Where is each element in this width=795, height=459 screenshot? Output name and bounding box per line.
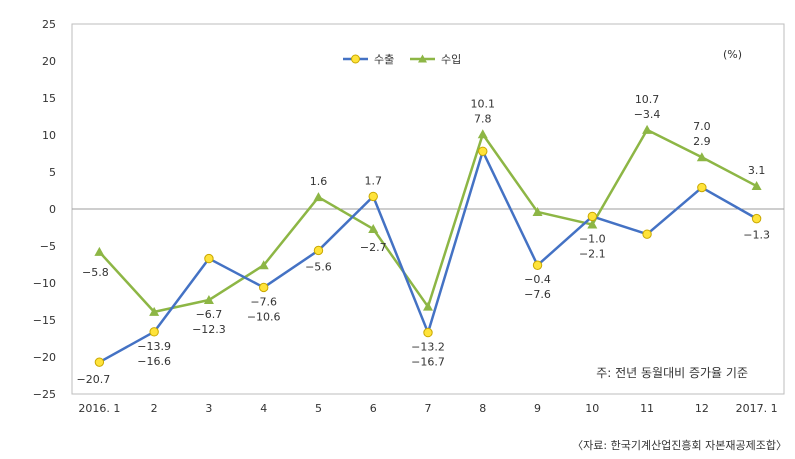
y-tick-label: 25 — [42, 18, 56, 31]
source-note: 〈자료: 한국기계산업진흥회 자본재공제조합〉 — [572, 439, 787, 452]
export-data-label: −16.7 — [411, 356, 445, 369]
export-data-label: −7.6 — [524, 288, 551, 301]
import-data-label: 1.6 — [310, 175, 328, 188]
y-tick-label: 15 — [42, 92, 56, 105]
import-data-label: −2.1 — [579, 248, 606, 261]
import-point — [587, 219, 598, 229]
export-point — [697, 182, 707, 193]
import-point — [532, 206, 543, 216]
export-point — [751, 213, 762, 224]
x-tick-label: 6 — [370, 402, 377, 415]
import-data-label: 10.1 — [471, 97, 496, 110]
legend-export-marker — [351, 54, 360, 64]
export-data-label: −20.7 — [77, 373, 111, 386]
import-point — [696, 152, 707, 162]
import-point — [368, 223, 379, 233]
export-point — [642, 229, 652, 239]
y-axis: 25 20 15 10 5 0 −5 −10 −15 −20 −25 — [33, 18, 56, 401]
export-point — [313, 245, 324, 256]
import-point — [423, 301, 433, 311]
import-data-label: −12.3 — [192, 323, 226, 336]
x-tick-label: 2 — [151, 402, 158, 415]
y-tick-label: 10 — [42, 129, 56, 142]
data-labels: −5.8 −20.7 −13.9 −16.6 −6.7 −12.3 −7.6 −10.6 1.6… — [77, 93, 770, 386]
export-data-label: −1.3 — [743, 229, 770, 242]
export-data-label: −5.6 — [305, 260, 332, 273]
x-tick-label: 7 — [425, 402, 432, 415]
y-tick-label: 20 — [42, 55, 56, 68]
import-data-label: −2.7 — [360, 241, 387, 254]
x-tick-label: 10 — [585, 402, 599, 415]
y-tick-label: −25 — [33, 388, 56, 401]
export-data-label: −16.6 — [137, 355, 171, 368]
y-tick-label: −10 — [33, 277, 56, 290]
x-tick-label: 4 — [260, 402, 267, 415]
export-point — [368, 191, 378, 202]
export-data-label: −6.7 — [196, 308, 223, 321]
import-point — [149, 306, 160, 316]
export-data-label: 1.7 — [364, 174, 382, 187]
y-tick-label: 0 — [49, 203, 56, 216]
export-point — [423, 327, 433, 338]
x-tick-label: 3 — [205, 402, 212, 415]
x-tick-label: 12 — [695, 402, 709, 415]
legend-import-marker — [418, 54, 427, 63]
x-tick-label: 2016. 1 — [78, 402, 120, 415]
export-data-label: −10.6 — [247, 310, 281, 323]
y-tick-label: −5 — [40, 240, 56, 253]
import-point — [477, 129, 488, 139]
import-data-label: −13.2 — [411, 341, 445, 354]
x-axis: 2016. 1 2 3 4 5 6 7 8 9 10 11 12 2017. 1 — [78, 402, 777, 415]
series-layer — [94, 124, 762, 367]
x-tick-label: 2017. 1 — [736, 402, 778, 415]
y-tick-label: 5 — [49, 166, 56, 179]
export-data-label: −1.0 — [579, 233, 606, 246]
x-tick-label: 8 — [479, 402, 486, 415]
unit-label: (%) — [723, 48, 742, 61]
export-point — [587, 211, 598, 222]
import-data-label: −7.6 — [250, 295, 277, 308]
x-tick-label: 11 — [640, 402, 654, 415]
export-data-label: 7.8 — [474, 112, 492, 125]
x-tick-label: 5 — [315, 402, 322, 415]
export-point — [149, 327, 159, 337]
export-point — [478, 146, 488, 156]
export-point — [258, 282, 269, 293]
export-point — [94, 357, 105, 367]
import-data-label: −5.8 — [82, 266, 109, 279]
legend: 수출 수입 — [343, 53, 461, 66]
y-tick-label: −15 — [33, 314, 56, 327]
legend-export-label: 수출 — [374, 53, 394, 66]
import-point — [751, 181, 762, 191]
export-point — [532, 260, 543, 270]
import-data-label: 10.7 — [635, 93, 660, 106]
import-data-label: 3.1 — [748, 164, 766, 177]
x-tick-label: 9 — [534, 402, 541, 415]
import-point — [642, 124, 653, 134]
import-point — [313, 192, 324, 202]
import-point — [203, 295, 214, 305]
import-data-label: 7.0 — [693, 120, 711, 133]
import-point — [94, 246, 105, 256]
export-data-label: 2.9 — [693, 135, 711, 148]
export-data-label: −3.4 — [634, 108, 661, 121]
import-series-line — [98, 128, 758, 314]
y-tick-label: −20 — [33, 351, 56, 364]
chart-note: 주: 전년 동월대비 증가율 기준 — [596, 366, 748, 380]
import-point — [258, 260, 269, 270]
legend-import-label: 수입 — [441, 53, 461, 66]
import-data-label: −0.4 — [524, 273, 551, 286]
export-point — [204, 253, 214, 264]
import-data-label: −13.9 — [137, 340, 171, 353]
